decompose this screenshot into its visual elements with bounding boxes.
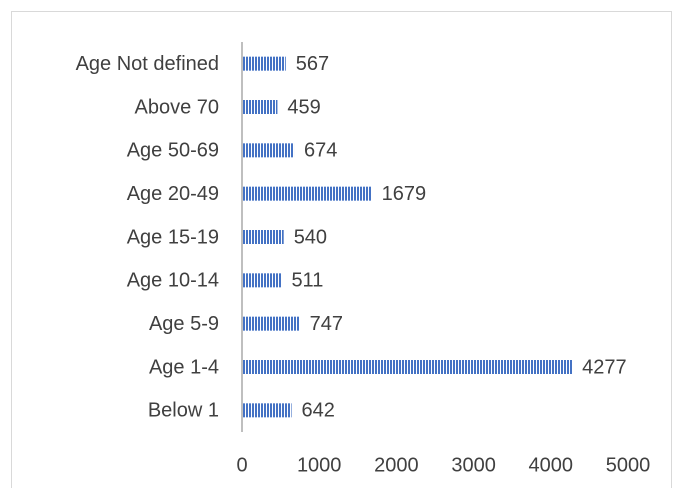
chart-border [11, 11, 672, 488]
y-tick-label: Age 50-69 [127, 140, 219, 162]
y-tick-label: Age 1-4 [149, 356, 219, 378]
data-label: 459 [287, 96, 320, 118]
y-tick-label: Above 70 [134, 96, 219, 118]
y-tick-label: Age 10-14 [127, 270, 219, 292]
y-tick-label: Age Not defined [76, 53, 219, 75]
data-label: 1679 [382, 183, 427, 205]
data-label: 747 [310, 313, 343, 335]
data-label: 674 [304, 140, 337, 162]
x-tick-label: 4000 [529, 454, 574, 476]
bar [242, 403, 292, 418]
bar [242, 316, 300, 331]
y-tick-label: Age 15-19 [127, 226, 219, 248]
x-tick-label: 1000 [297, 454, 342, 476]
bar [242, 360, 573, 374]
bar [242, 230, 284, 244]
bar [242, 186, 372, 201]
x-tick-label: 2000 [374, 454, 419, 476]
data-label: 540 [294, 226, 327, 248]
data-label: 511 [291, 270, 323, 292]
y-tick-label: Below 1 [148, 400, 219, 422]
data-label: 4277 [582, 356, 627, 378]
data-label: 642 [302, 400, 335, 422]
bar [242, 143, 295, 158]
data-label: 567 [296, 53, 329, 75]
x-tick-label: 5000 [606, 454, 651, 476]
bar [242, 100, 278, 114]
bar [242, 56, 286, 71]
x-tick-label: 3000 [451, 454, 496, 476]
bar [242, 273, 282, 288]
y-tick-label: Age 5-9 [149, 313, 219, 335]
y-tick-label: Age 20-49 [127, 183, 219, 205]
x-tick-label: 0 [236, 454, 247, 476]
